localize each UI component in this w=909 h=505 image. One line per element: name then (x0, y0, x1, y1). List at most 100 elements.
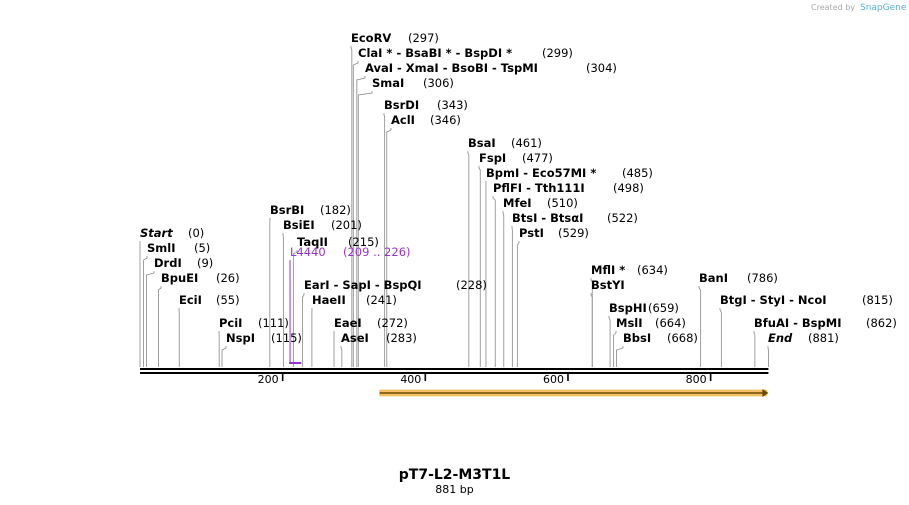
site-name[interactable]: PciI (219, 316, 242, 330)
site-position: (297) (408, 31, 439, 45)
site-leader-line (158, 286, 162, 367)
site-position: (634) (637, 263, 668, 277)
site-name[interactable]: BsrBI (270, 203, 304, 217)
site-name[interactable]: AvaI - XmaI - BsoBI - TspMI (365, 61, 538, 75)
site-position: (461) (511, 136, 542, 150)
site-position: (664) (655, 316, 686, 330)
site-position: (111) (258, 316, 289, 330)
axis-tick-label: 600 (543, 373, 564, 386)
site-leader-line (753, 331, 756, 367)
site-leader-line (608, 316, 611, 367)
site-position: (815) (862, 293, 893, 307)
site-position: (215) (348, 235, 379, 249)
site-position: (5) (194, 241, 210, 255)
site-name[interactable]: DrdI (154, 256, 182, 270)
site-name[interactable]: BstYI (591, 278, 625, 292)
site-name[interactable]: EaeI (334, 316, 362, 330)
feature-range: (209 .. 226) (343, 245, 411, 259)
site-name[interactable]: End (768, 331, 793, 345)
axis-tick-label: 800 (686, 373, 707, 386)
site-position: (228) (456, 278, 487, 292)
site-position: (0) (188, 226, 204, 240)
created-by-text: Created by (811, 3, 855, 12)
site-name[interactable]: MfeI (503, 196, 532, 210)
site-position: (283) (386, 331, 417, 345)
snapgene-logo: SnapGene (860, 3, 907, 13)
site-position: (529) (558, 226, 589, 240)
site-name[interactable]: TaqII (297, 235, 328, 249)
site-name[interactable]: BsrDI (384, 98, 419, 112)
site-leader-line (516, 241, 520, 367)
site-name[interactable]: HaeII (312, 293, 346, 307)
site-name[interactable]: EcoRV (351, 31, 391, 45)
site-name[interactable]: MflI * (591, 263, 625, 277)
axis-tick-label: 400 (400, 373, 421, 386)
dna-strand-top (140, 368, 769, 370)
site-leader-line (352, 61, 359, 367)
site-name[interactable]: BbsI (623, 331, 651, 345)
site-leader-line (590, 293, 593, 367)
site-leader-line (719, 308, 722, 367)
site-position: (786) (747, 271, 778, 285)
site-name[interactable]: AseI (341, 331, 369, 345)
site-position: (522) (607, 211, 638, 225)
site-name[interactable]: BpmI - Eco57MI * (486, 166, 596, 180)
site-position: (485) (622, 166, 653, 180)
site-name[interactable]: NspI (226, 331, 255, 345)
site-leader-line (698, 286, 702, 367)
site-name[interactable]: BsiEI (283, 218, 315, 232)
site-name[interactable]: EarI - SapI - BspQI (304, 278, 422, 292)
site-name[interactable]: SmaI (372, 76, 404, 90)
site-leader-line (492, 196, 496, 367)
site-position: (26) (216, 271, 240, 285)
site-position: (343) (437, 98, 468, 112)
sequence-title: pT7-L2-M3T1L (399, 467, 511, 483)
site-name[interactable]: EciI (179, 293, 202, 307)
site-name[interactable]: MslI (616, 316, 643, 330)
site-name[interactable]: BfuAI - BspMI (754, 316, 841, 330)
site-leader-line (340, 346, 343, 367)
axis-ticks: 200 400 600 800 (258, 373, 712, 386)
sequence-axis: 200 400 600 800 (140, 368, 769, 386)
site-leader-line (350, 46, 353, 367)
site-leader-line (502, 211, 505, 367)
site-name[interactable]: BanI (699, 271, 728, 285)
feature-bar[interactable] (289, 362, 302, 364)
site-name[interactable]: BtgI - StyI - NcoI (720, 293, 827, 307)
site-position: (55) (216, 293, 240, 307)
site-position: (862) (866, 316, 897, 330)
site-name[interactable]: BsaI (468, 136, 496, 150)
site-position: (668) (667, 331, 698, 345)
site-name[interactable]: FspI (479, 151, 506, 165)
site-name[interactable]: Start (140, 226, 173, 240)
site-leader-line (357, 91, 373, 367)
site-name[interactable]: BspHI (609, 301, 647, 315)
site-name[interactable]: BpuEI (161, 271, 198, 285)
site-name[interactable]: PstI (519, 226, 544, 240)
site-name[interactable]: PflFI - Tth111I (493, 181, 585, 195)
site-leader-line (467, 151, 470, 367)
site-position: (9) (197, 256, 213, 270)
site-position: (659) (648, 301, 679, 315)
site-name[interactable]: AclI (391, 113, 415, 127)
site-position: (201) (331, 218, 362, 232)
site-labels: EcoRV (297)ClaI * - BsaBI * - BspDI * (299… (140, 31, 897, 345)
leader-lines (139, 46, 769, 367)
site-leader-line (356, 76, 366, 367)
site-leader-line (302, 293, 305, 367)
site-leader-line (143, 256, 148, 367)
site-name[interactable]: ClaI * - BsaBI * - BspDI * (358, 46, 512, 60)
sequence-length: 881 bp (435, 483, 473, 496)
site-position: (306) (423, 76, 454, 90)
axis-tick-label: 200 (258, 373, 279, 386)
site-name[interactable]: BtsI - BtsαI (512, 211, 583, 225)
feature-l4440[interactable]: L4440 (209 .. 226) (289, 245, 411, 364)
site-leader-line (478, 166, 481, 367)
orf-arrow[interactable] (379, 389, 769, 397)
site-position: (304) (586, 61, 617, 75)
site-name[interactable]: SmlI (147, 241, 176, 255)
feature-name: L4440 (290, 245, 326, 259)
site-position: (477) (522, 151, 553, 165)
site-leader-line (383, 113, 386, 367)
